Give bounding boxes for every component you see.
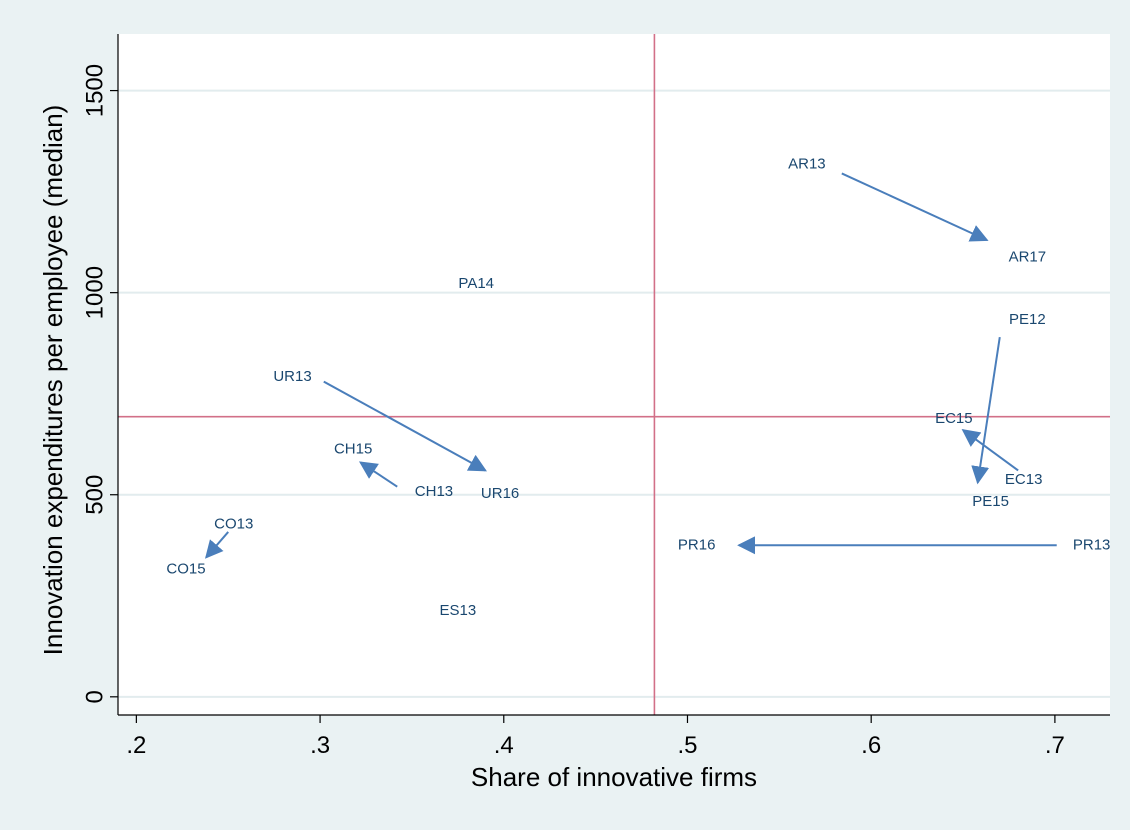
point-label-ur16: UR16 xyxy=(481,485,519,502)
point-label-pe12: PE12 xyxy=(1009,311,1046,328)
point-label-ar13: AR13 xyxy=(788,156,826,173)
arrow xyxy=(971,336,1001,485)
point-label-pa14: PA14 xyxy=(458,275,494,292)
x-tick-label: .7 xyxy=(1045,732,1065,759)
x-tick-label: .2 xyxy=(126,732,146,759)
point-label-ec15: EC15 xyxy=(935,410,973,427)
point-label-pr16: PR16 xyxy=(678,536,716,553)
y-axis-title: Innovation expenditures per employee (me… xyxy=(38,105,68,656)
x-axis-title: Share of innovative firms xyxy=(471,762,757,792)
grid-lines xyxy=(118,89,1110,698)
arrow xyxy=(358,461,398,488)
point-labels: AR13 AR17 PA14 PE12 UR13 EC15 CH15 EC13 CH13 UR16… xyxy=(166,156,1110,620)
x-tick-label: .4 xyxy=(494,732,514,759)
point-label-co15: CO15 xyxy=(166,561,205,578)
x-tick-label: .5 xyxy=(677,732,697,759)
arrow xyxy=(204,531,229,559)
point-label-pe15: PE15 xyxy=(972,493,1009,510)
plot-area xyxy=(118,34,1110,715)
y-tick-label: 500 xyxy=(81,475,108,515)
point-label-pr13: PR13 xyxy=(1073,536,1111,553)
x-tick-label: .3 xyxy=(310,732,330,759)
arrows xyxy=(204,172,1057,559)
x-tick-label: .6 xyxy=(861,732,881,759)
arrow xyxy=(323,380,487,472)
arrow xyxy=(961,429,1019,472)
point-label-ec13: EC13 xyxy=(1005,471,1043,488)
point-label-ch15: CH15 xyxy=(334,441,372,458)
y-tick-label: 0 xyxy=(81,690,108,703)
point-label-ch13: CH13 xyxy=(415,483,453,500)
point-label-co13: CO13 xyxy=(214,515,253,532)
point-label-ur13: UR13 xyxy=(273,368,311,385)
axes: 0 500 1000 1500 .2 .3 .4 .5 .6 .7 xyxy=(81,34,1110,759)
point-label-es13: ES13 xyxy=(440,602,477,619)
arrow xyxy=(841,172,989,242)
y-tick-label: 1000 xyxy=(81,266,108,319)
reference-lines xyxy=(118,34,1110,715)
point-label-ar17: AR17 xyxy=(1009,249,1047,266)
y-tick-label: 1500 xyxy=(81,64,108,117)
